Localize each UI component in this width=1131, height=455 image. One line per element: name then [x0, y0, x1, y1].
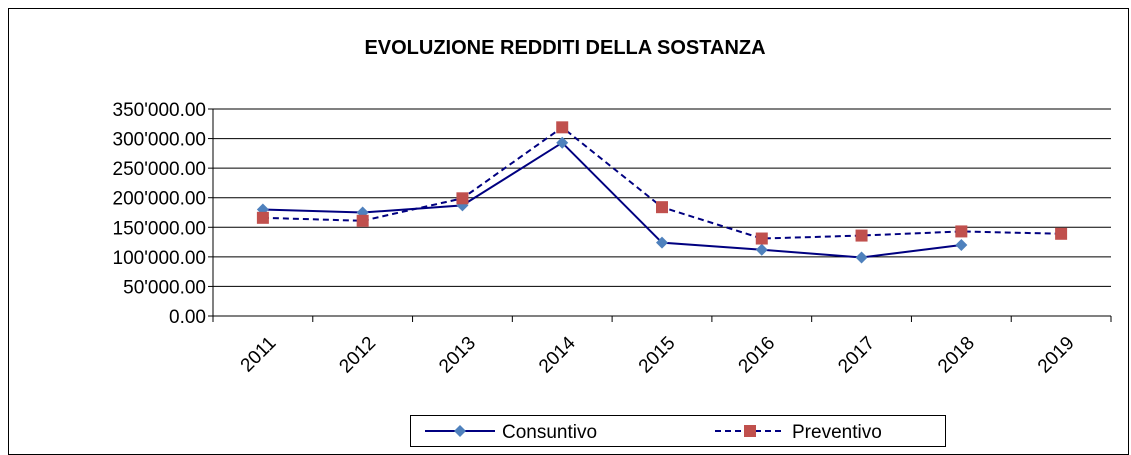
data-point [1055, 227, 1068, 240]
y-tick-label: 300'000.00 [113, 130, 206, 151]
y-tick-label: 0.00 [169, 307, 206, 328]
data-point [256, 211, 269, 224]
legend-marker [744, 425, 756, 437]
data-point [656, 201, 668, 214]
data-point [356, 214, 369, 227]
data-point [556, 121, 569, 134]
y-tick-label: 250'000.00 [113, 159, 206, 180]
data-point [955, 239, 968, 252]
legend-box [410, 415, 946, 447]
y-tick-label: 150'000.00 [113, 218, 206, 239]
y-tick-label: 200'000.00 [113, 189, 206, 210]
legend-label: Consuntivo [502, 422, 597, 443]
data-point [955, 225, 968, 238]
data-point [755, 232, 768, 245]
data-point [755, 243, 768, 256]
y-tick-label: 100'000.00 [113, 248, 206, 269]
y-tick-label: 50'000.00 [123, 277, 206, 298]
chart-border [8, 8, 1129, 455]
y-tick-label: 350'000.00 [113, 100, 206, 121]
data-point [556, 136, 569, 149]
chart-title: EVOLUZIONE REDDITI DELLA SOSTANZA [364, 37, 765, 59]
legend-label: Preventivo [792, 422, 882, 443]
data-point [855, 229, 868, 242]
data-point [855, 251, 868, 264]
data-point [456, 192, 469, 205]
data-point [656, 236, 668, 249]
legend-marker [454, 425, 466, 437]
series-line [262, 141, 962, 259]
